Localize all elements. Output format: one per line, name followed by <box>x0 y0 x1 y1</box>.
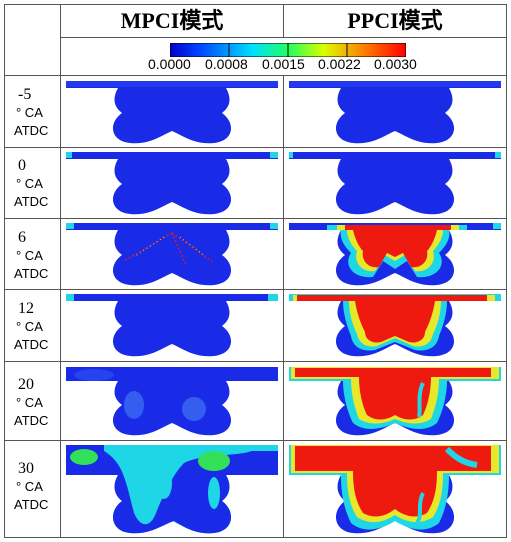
contour-ppci-row1 <box>289 81 501 144</box>
crank-angle-value: 0 <box>18 157 26 174</box>
contour-ppci-row5 <box>289 367 501 436</box>
colorbar-tick-label: 0.0015 <box>262 56 305 72</box>
crank-angle-ref: ATDC <box>14 266 49 281</box>
row-label: 12 ° CA ATDC <box>6 300 56 354</box>
table-border-bottom <box>4 537 507 538</box>
contour-ppci-row3 <box>289 223 501 286</box>
contour-mpci-row5 <box>66 367 278 436</box>
table-border-left <box>4 4 5 538</box>
crank-angle-unit: ° CA <box>16 176 43 191</box>
row-divider <box>4 440 507 441</box>
contour-ppci-row2 <box>289 152 501 215</box>
crank-angle-ref: ATDC <box>14 413 49 428</box>
table-border-top <box>4 4 507 5</box>
contour-mpci-row3 <box>66 223 278 286</box>
crank-angle-value: 30 <box>18 460 34 477</box>
crank-angle-ref: ATDC <box>14 337 49 352</box>
row-label: 30 ° CA ATDC <box>6 460 56 514</box>
row-label: -5 ° CA ATDC <box>6 86 56 140</box>
crank-angle-unit: ° CA <box>16 105 43 120</box>
contour-ppci-row6 <box>289 445 501 534</box>
contour-ppci-row4 <box>289 294 501 357</box>
crank-angle-unit: ° CA <box>16 395 43 410</box>
colorbar-tick-label: 0.0030 <box>374 56 417 72</box>
crank-angle-ref: ATDC <box>14 194 49 209</box>
row-divider <box>4 361 507 362</box>
contour-mpci-row6 <box>66 445 278 534</box>
contour-mpci-row1 <box>66 81 278 144</box>
row-divider <box>4 289 507 290</box>
row-label: 6 ° CA ATDC <box>6 229 56 283</box>
crank-angle-ref: ATDC <box>14 497 49 512</box>
crank-angle-unit: ° CA <box>16 248 43 263</box>
column-header-mpci: MPCI模式 <box>120 8 224 33</box>
column-divider <box>60 4 61 538</box>
crank-angle-value: 12 <box>18 300 34 317</box>
contour-mpci-row4 <box>66 294 278 357</box>
crank-angle-ref: ATDC <box>14 123 49 138</box>
colorbar-tick-label: 0.0022 <box>318 56 361 72</box>
row-divider <box>4 147 507 148</box>
header-divider <box>61 37 507 38</box>
column-divider <box>283 75 284 537</box>
crank-angle-value: -5 <box>18 86 32 103</box>
contour-mpci-row2 <box>66 152 278 215</box>
crank-angle-value: 20 <box>18 376 34 393</box>
colorbar <box>170 43 406 57</box>
column-header-ppci: PPCI模式 <box>347 8 443 33</box>
row-label: 20 ° CA ATDC <box>6 376 56 430</box>
crank-angle-unit: ° CA <box>16 479 43 494</box>
table-border-right <box>506 4 507 538</box>
row-label: 0 ° CA ATDC <box>6 157 56 211</box>
crank-angle-value: 6 <box>18 229 26 246</box>
row-divider <box>4 218 507 219</box>
colorbar-tick-label: 0.0008 <box>205 56 248 72</box>
crank-angle-unit: ° CA <box>16 319 43 334</box>
column-divider <box>283 4 284 37</box>
row-divider <box>4 75 507 76</box>
colorbar-tick-label: 0.0000 <box>148 56 191 72</box>
